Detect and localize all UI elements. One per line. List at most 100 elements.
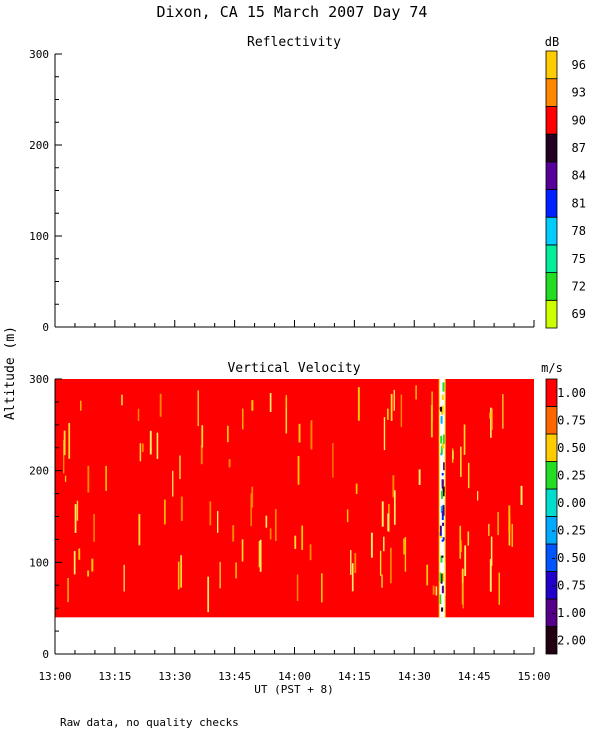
disturbance-pixel xyxy=(440,435,443,444)
x-tick-label: 15:00 xyxy=(517,670,550,683)
velocity-streak xyxy=(464,545,467,577)
disturbance-pixel xyxy=(441,539,444,542)
velocity-streak xyxy=(346,509,349,523)
velocity-streak xyxy=(462,582,464,609)
colorbar-cell xyxy=(545,488,558,517)
disturbance-pixel xyxy=(440,406,443,412)
colorbar-label: 84 xyxy=(572,169,586,183)
colorbar-label: -0.25 xyxy=(550,523,586,537)
velocity-streak xyxy=(294,535,297,549)
velocity-streak xyxy=(357,387,360,421)
disturbance-pixel xyxy=(442,506,445,516)
velocity-streak xyxy=(370,532,373,558)
y-tick-label: 0 xyxy=(42,648,49,661)
colorbar-label: 96 xyxy=(572,58,586,72)
velocity-streak xyxy=(297,456,300,485)
velocity-streak xyxy=(251,486,254,508)
velocity-streak xyxy=(301,525,304,550)
velocity-units: m/s xyxy=(541,361,563,375)
velocity-streak xyxy=(64,475,67,482)
velocity-streak xyxy=(87,570,90,577)
velocity-streak xyxy=(435,586,438,596)
velocity-streak xyxy=(228,459,231,468)
velocity-streak xyxy=(404,536,407,572)
colorbar-label: 93 xyxy=(572,86,586,100)
colorbar-label: 0.25 xyxy=(557,468,586,482)
velocity-streak xyxy=(497,511,499,536)
velocity-streak xyxy=(137,408,140,422)
disturbance-pixel xyxy=(441,394,444,401)
velocity-streak xyxy=(426,564,429,586)
velocity-streak xyxy=(489,412,491,419)
colorbar-label: 81 xyxy=(572,196,586,210)
velocity-streak xyxy=(310,420,313,450)
velocity-streak xyxy=(121,394,123,406)
velocity-streak xyxy=(477,491,479,501)
colorbar-cell xyxy=(545,106,558,135)
velocity-streak xyxy=(93,513,95,542)
velocity-streak xyxy=(91,558,94,572)
velocity-streak xyxy=(298,423,301,443)
colorbar-label: -2.00 xyxy=(550,633,586,647)
velocity-streak xyxy=(76,500,79,521)
disturbance-pixel xyxy=(440,533,443,539)
velocity-streak xyxy=(63,439,65,474)
velocity-streak xyxy=(251,400,254,411)
footnote: Raw data, no quality checks xyxy=(60,716,239,729)
figure-title: Dixon, CA 15 March 2007 Day 74 xyxy=(157,3,428,21)
velocity-streak xyxy=(180,496,183,522)
colorbar-label: 75 xyxy=(572,252,586,266)
velocity-streak xyxy=(354,552,357,573)
velocity-streak xyxy=(156,432,159,459)
velocity-streak xyxy=(269,528,272,540)
disturbance-pixel xyxy=(440,506,443,513)
velocity-streak xyxy=(463,424,466,455)
disturbance-pixel xyxy=(442,573,445,582)
colorbar-label: 72 xyxy=(572,279,586,293)
velocity-streak xyxy=(138,514,141,546)
velocity-streak xyxy=(460,446,462,477)
velocity-streak xyxy=(489,559,492,592)
x-tick-label: 13:30 xyxy=(158,670,191,683)
velocity-streak xyxy=(393,490,396,525)
velocity-streak xyxy=(432,585,435,595)
disturbance-pixel xyxy=(441,442,444,449)
x-tick-label: 13:00 xyxy=(38,670,71,683)
velocity-streak xyxy=(418,469,421,485)
velocity-streak xyxy=(207,576,210,613)
velocity-streak xyxy=(350,549,352,575)
disturbance-pixel xyxy=(440,416,443,424)
x-tick-label: 14:00 xyxy=(278,670,311,683)
y-tick-label: 100 xyxy=(29,556,49,569)
velocity-background xyxy=(55,379,534,618)
velocity-streak xyxy=(241,539,244,562)
disturbance-pixel xyxy=(440,555,443,563)
disturbance-pixel xyxy=(440,490,443,499)
velocity-streak xyxy=(68,422,71,459)
velocity-axes: 0 100 200 300 13:00 13:15 13:30 13:45 14:00 14:15… xyxy=(29,373,550,683)
disturbance-pixel xyxy=(443,434,446,444)
velocity-streak xyxy=(250,493,252,527)
colorbar-label: -1.00 xyxy=(550,606,586,620)
velocity-streak xyxy=(149,430,152,455)
disturbance-pixel xyxy=(440,445,443,454)
y-tick-label: 200 xyxy=(29,465,49,478)
velocity-streak xyxy=(177,561,180,590)
velocity-streak xyxy=(180,555,183,588)
reflectivity-colorbar: 69 72 75 78 81 84 87 90 93 96 xyxy=(545,50,586,329)
velocity-streak xyxy=(467,531,470,546)
velocity-streak xyxy=(67,577,69,603)
colorbar-label: 87 xyxy=(572,141,586,155)
velocity-streak xyxy=(164,499,166,525)
velocity-streak xyxy=(105,465,107,491)
velocity-streak xyxy=(309,544,312,561)
velocity-streak xyxy=(389,547,392,584)
disturbance-pixel xyxy=(440,573,443,584)
velocity-streak xyxy=(415,385,417,400)
velocity-streak xyxy=(87,465,90,493)
colorbar-label: 0.75 xyxy=(557,413,586,427)
velocity-streak xyxy=(219,561,221,589)
velocity-streak xyxy=(74,504,77,533)
colorbar-cell xyxy=(545,433,558,462)
velocity-streak xyxy=(508,505,511,533)
